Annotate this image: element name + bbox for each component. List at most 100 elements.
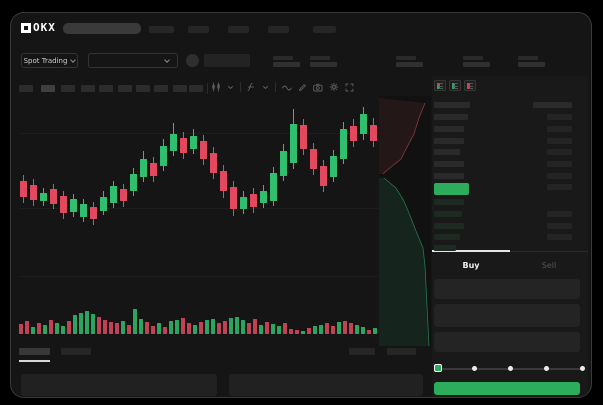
volume-bar [319, 325, 323, 334]
indicators-icon[interactable] [247, 82, 256, 92]
ticker-stat-label [310, 56, 330, 60]
bottom-panel-right [229, 374, 423, 396]
candle-style-icon[interactable] [211, 82, 221, 92]
okx-logo-text: OKX [33, 21, 56, 34]
divider [240, 82, 241, 92]
pair-coin-icon [186, 54, 199, 67]
bid-row-price[interactable] [434, 223, 464, 229]
chevron-down-icon[interactable] [262, 84, 269, 91]
layout-dropdown[interactable] [88, 53, 178, 68]
orderbook-bids-icon[interactable] [449, 80, 461, 91]
buy-submit-button[interactable] [434, 382, 580, 395]
bid-row-price[interactable] [434, 199, 464, 205]
bottom-action-button[interactable] [349, 348, 375, 355]
line-style-icon[interactable] [282, 83, 292, 91]
volume-bar [373, 328, 377, 334]
ask-row-price[interactable] [434, 126, 464, 132]
pair-name-placeholder [204, 54, 250, 67]
nav-item[interactable] [188, 26, 209, 33]
orderbook-asks-icon[interactable] [464, 80, 476, 91]
order-form-field[interactable] [434, 332, 580, 352]
bid-row-price[interactable] [434, 211, 462, 217]
okx-logo[interactable]: OKX [21, 21, 56, 34]
bottom-tab-active[interactable] [19, 348, 50, 355]
ask-row-amount[interactable] [547, 173, 572, 179]
nav-item[interactable] [228, 26, 249, 33]
ask-row-amount[interactable] [547, 126, 572, 132]
ask-row-price[interactable] [434, 138, 464, 144]
chevron-down-icon[interactable] [227, 84, 234, 91]
candle-body [200, 141, 207, 159]
volume-bar [139, 319, 143, 334]
screenshot-icon[interactable] [313, 83, 323, 92]
candle-body [60, 196, 67, 213]
candle-body [180, 138, 187, 153]
timeframe-button[interactable] [154, 85, 168, 92]
ticker-stat-label [463, 56, 483, 60]
ask-row-price[interactable] [434, 149, 460, 155]
candle-body [70, 199, 77, 212]
timeframe-button[interactable] [99, 85, 113, 92]
volume-bar [295, 330, 299, 334]
candle-body [230, 187, 237, 209]
bid-row-price[interactable] [434, 245, 456, 251]
candle-body [310, 149, 317, 169]
bottom-action-button[interactable] [387, 348, 416, 355]
ask-row-amount[interactable] [547, 161, 572, 167]
candle-body [350, 126, 357, 141]
fullscreen-icon[interactable] [345, 83, 354, 92]
bid-row-amount[interactable] [547, 234, 572, 240]
slider-stop[interactable] [543, 366, 549, 371]
ask-row-amount[interactable] [547, 138, 572, 144]
order-form-field[interactable] [434, 304, 580, 327]
volume-bar [277, 326, 281, 334]
volume-bar [163, 327, 167, 334]
last-price-badge[interactable] [434, 183, 469, 195]
order-form-field[interactable] [434, 279, 580, 299]
ask-row-amount[interactable] [547, 114, 572, 120]
search-input[interactable] [63, 23, 141, 34]
volume-bar [223, 321, 227, 334]
timeframe-button[interactable] [136, 85, 150, 92]
timeframe-button[interactable] [19, 85, 33, 92]
timeframe-button[interactable] [81, 85, 95, 92]
nav-item[interactable] [268, 26, 289, 33]
depth-chart [379, 96, 431, 346]
ask-row-price[interactable] [434, 114, 468, 120]
bid-row-amount[interactable] [547, 211, 572, 217]
bid-row-amount[interactable] [547, 223, 572, 229]
timeframe-button[interactable] [189, 85, 203, 92]
volume-bar [151, 326, 155, 334]
nav-item[interactable] [313, 26, 336, 33]
tab-sell[interactable]: Sell [541, 261, 557, 270]
timeframe-button[interactable] [118, 85, 132, 92]
bid-row-price[interactable] [434, 234, 460, 240]
slider-handle[interactable] [434, 364, 442, 372]
settings-icon[interactable] [329, 82, 339, 92]
tab-buy[interactable]: Buy [462, 261, 480, 270]
timeframe-button[interactable] [173, 85, 187, 92]
ticker-stat-value [310, 62, 337, 67]
draw-icon[interactable] [298, 83, 307, 92]
ask-row-price[interactable] [434, 173, 464, 179]
timeframe-button[interactable] [61, 85, 75, 92]
volume-bar [211, 319, 215, 334]
candle-body [140, 159, 147, 177]
candle-body [340, 129, 347, 159]
ask-row-price[interactable] [434, 161, 464, 167]
volume-bar [175, 320, 179, 334]
timeframe-button[interactable] [41, 85, 55, 92]
orderbook-all-icon[interactable] [434, 80, 446, 91]
ask-row-amount[interactable] [547, 149, 572, 155]
candle-body [30, 185, 37, 200]
volume-bar [97, 317, 101, 334]
volume-chart [19, 301, 381, 334]
slider-stop[interactable] [507, 366, 513, 371]
slider-stop[interactable] [471, 366, 477, 371]
bottom-tab[interactable] [61, 348, 91, 355]
candle-body [290, 124, 297, 163]
slider-stop[interactable] [579, 366, 585, 371]
nav-item[interactable] [149, 26, 174, 33]
volume-bar [43, 325, 47, 334]
spot-trading-dropdown[interactable]: Spot Trading [21, 53, 78, 68]
